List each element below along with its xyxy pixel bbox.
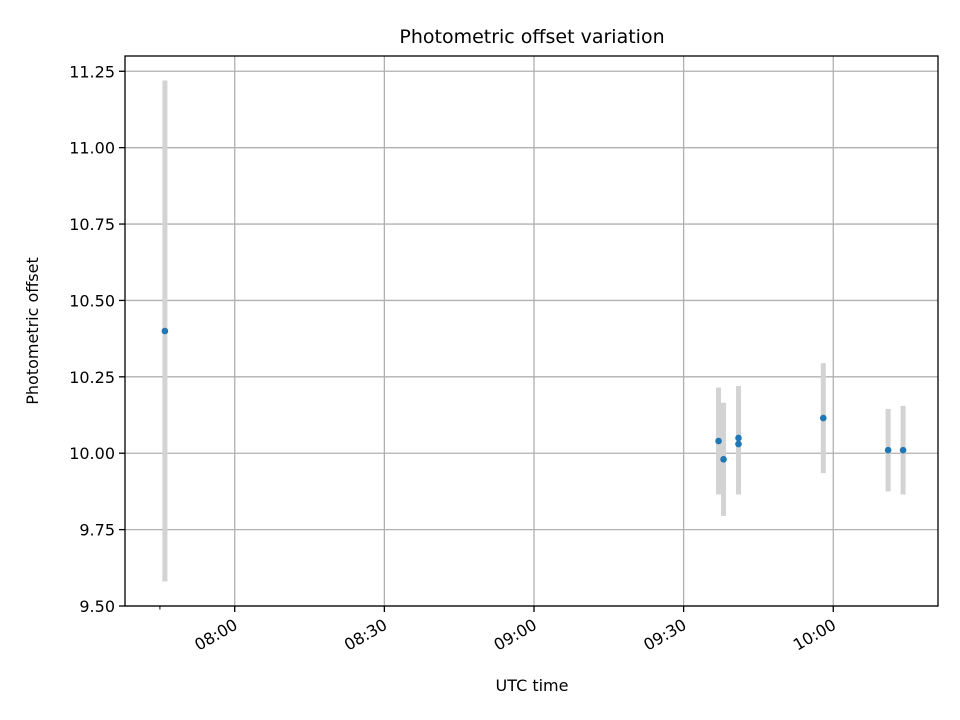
y-tick-label: 10.25 (69, 368, 115, 387)
y-tick-label: 11.00 (69, 139, 115, 158)
x-axis-title: UTC time (496, 676, 569, 695)
y-tick-label: 11.25 (69, 62, 115, 81)
plot-frame (124, 55, 939, 607)
y-tick-label: 10.50 (69, 291, 115, 310)
data-point (720, 456, 727, 463)
data-point (735, 434, 742, 442)
data-point (899, 446, 907, 454)
grid (125, 56, 938, 607)
y-tick-label: 10.75 (69, 215, 115, 234)
data-point (161, 327, 169, 335)
data-point (884, 446, 892, 454)
y-tick-label: 10.00 (69, 444, 115, 463)
data-points (161, 327, 907, 463)
data-point (735, 440, 742, 448)
data-point (819, 414, 827, 422)
y-tick-label: 9.50 (79, 597, 115, 616)
chart-title: Photometric offset variation (399, 26, 664, 48)
y-axis: 9.50 9.75 10.00 10.25 10.50 10.75 11.00 11.25 (69, 62, 125, 616)
data-point (715, 437, 722, 445)
y-tick-label: 9.75 (79, 521, 115, 540)
y-axis-title: Photometric offset (23, 257, 42, 405)
